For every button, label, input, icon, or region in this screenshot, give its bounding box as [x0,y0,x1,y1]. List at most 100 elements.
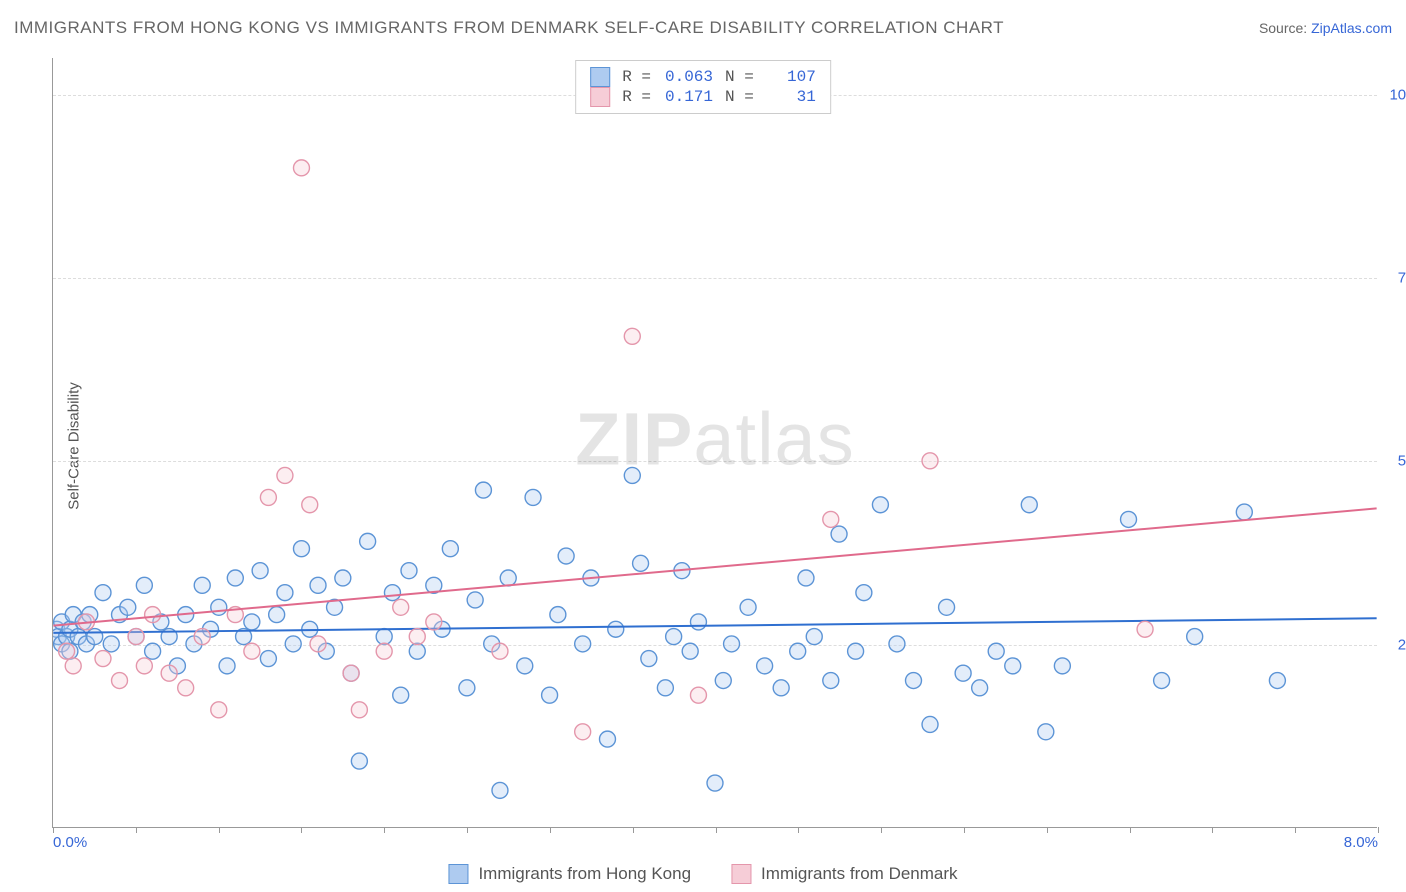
data-point-hong_kong [624,467,640,483]
data-point-hong_kong [1154,673,1170,689]
data-point-hong_kong [740,599,756,615]
data-point-denmark [575,724,591,740]
data-point-denmark [161,665,177,681]
r-label: R = [622,68,651,86]
correlation-legend: R =0.063N =107R =0.171N =31 [575,60,831,114]
r-value: 0.063 [663,68,713,86]
data-point-hong_kong [1236,504,1252,520]
data-point-denmark [823,511,839,527]
chart-header: IMMIGRANTS FROM HONG KONG VS IMMIGRANTS … [14,18,1392,38]
source-link[interactable]: ZipAtlas.com [1311,20,1392,36]
data-point-hong_kong [542,687,558,703]
data-point-hong_kong [136,577,152,593]
x-tick [219,827,220,833]
data-point-denmark [194,629,210,645]
data-point-denmark [393,599,409,615]
x-tick [798,827,799,833]
data-point-denmark [65,658,81,674]
data-point-hong_kong [1005,658,1021,674]
n-value: 107 [766,68,816,86]
data-point-hong_kong [575,636,591,652]
source-prefix: Source: [1259,20,1311,36]
data-point-hong_kong [500,570,516,586]
data-point-hong_kong [790,643,806,659]
data-point-hong_kong [1054,658,1070,674]
legend-swatch [731,864,751,884]
data-point-denmark [409,629,425,645]
data-point-hong_kong [657,680,673,696]
data-point-denmark [260,489,276,505]
data-point-hong_kong [823,673,839,689]
x-tick [964,827,965,833]
data-point-denmark [310,636,326,652]
x-tick [1295,827,1296,833]
data-point-denmark [59,643,75,659]
data-point-denmark [690,687,706,703]
data-point-hong_kong [87,629,103,645]
x-tick [136,827,137,833]
x-tick [1130,827,1131,833]
r-label: R = [622,88,651,106]
data-point-hong_kong [442,541,458,557]
data-point-hong_kong [211,599,227,615]
data-point-hong_kong [244,614,260,630]
data-point-hong_kong [1269,673,1285,689]
series-label: Immigrants from Denmark [761,864,957,884]
data-point-hong_kong [1038,724,1054,740]
data-point-hong_kong [517,658,533,674]
data-point-hong_kong [972,680,988,696]
x-tick [467,827,468,833]
data-point-hong_kong [269,607,285,623]
data-point-hong_kong [715,673,731,689]
data-point-hong_kong [393,687,409,703]
data-point-hong_kong [467,592,483,608]
r-value: 0.171 [663,88,713,106]
data-point-hong_kong [798,570,814,586]
legend-swatch [590,87,610,107]
data-point-denmark [211,702,227,718]
y-tick-label: 7.5% [1398,270,1406,287]
x-tick-label: 8.0% [1344,834,1378,851]
x-tick [550,827,551,833]
data-point-denmark [178,680,194,696]
series-legend-item-hong_kong: Immigrants from Hong Kong [448,864,691,884]
series-label: Immigrants from Hong Kong [478,864,691,884]
data-point-hong_kong [906,673,922,689]
series-legend: Immigrants from Hong Kong Immigrants from… [448,864,957,884]
legend-row-hong_kong: R =0.063N =107 [590,67,816,87]
data-point-hong_kong [690,614,706,630]
data-point-denmark [145,607,161,623]
data-point-hong_kong [525,489,541,505]
data-point-hong_kong [492,782,508,798]
chart-svg [53,58,1377,827]
data-point-hong_kong [707,775,723,791]
y-tick-label: 2.5% [1398,636,1406,653]
data-point-denmark [1137,621,1153,637]
data-point-denmark [351,702,367,718]
data-point-hong_kong [806,629,822,645]
data-point-hong_kong [550,607,566,623]
data-point-hong_kong [922,716,938,732]
data-point-hong_kong [831,526,847,542]
x-tick [384,827,385,833]
data-point-hong_kong [219,658,235,674]
data-point-denmark [624,328,640,344]
data-point-hong_kong [260,651,276,667]
x-tick [1047,827,1048,833]
data-point-hong_kong [1121,511,1137,527]
data-point-hong_kong [120,599,136,615]
data-point-hong_kong [988,643,1004,659]
data-point-hong_kong [351,753,367,769]
data-point-hong_kong [103,636,119,652]
data-point-hong_kong [227,570,243,586]
data-point-hong_kong [633,555,649,571]
data-point-denmark [922,453,938,469]
x-tick [633,827,634,833]
data-point-hong_kong [277,585,293,601]
data-point-denmark [277,467,293,483]
data-point-hong_kong [335,570,351,586]
n-value: 31 [766,88,816,106]
data-point-denmark [244,643,260,659]
data-point-denmark [95,651,111,667]
data-point-hong_kong [459,680,475,696]
